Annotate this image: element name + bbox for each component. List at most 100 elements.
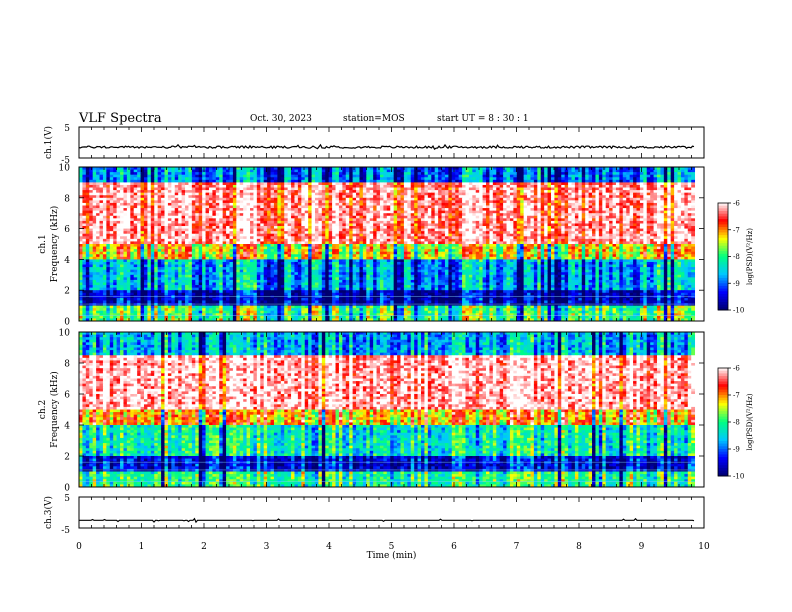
spectrogram-cell xyxy=(191,167,196,170)
spectrogram-cell xyxy=(349,184,354,188)
spectrogram-cell xyxy=(516,205,521,209)
spectrogram-cell xyxy=(297,190,302,194)
spectrogram-cell xyxy=(314,192,319,196)
spectrogram-cell xyxy=(670,202,675,206)
spectrogram-cell xyxy=(397,200,401,204)
spectrogram-cell xyxy=(653,184,658,188)
spectrogram-cell xyxy=(318,167,323,170)
spectrogram-cell xyxy=(99,177,104,181)
spectrogram-cell xyxy=(581,220,586,224)
spectrogram-cell xyxy=(574,205,579,209)
spectrogram-cell xyxy=(219,195,224,199)
spectrogram-cell xyxy=(291,174,295,178)
spectrogram-cell xyxy=(486,202,490,206)
spectrogram-cell xyxy=(250,213,254,217)
spectrogram-cell xyxy=(633,172,637,176)
spectrogram-cell xyxy=(390,231,395,235)
spectrogram-cell xyxy=(291,182,295,186)
spectrogram-cell xyxy=(198,231,203,235)
spectrogram-cell xyxy=(414,228,418,232)
spectrogram-cell xyxy=(321,200,326,204)
spectrogram-cell xyxy=(366,205,371,209)
spectrogram-cell xyxy=(123,169,128,173)
spectrogram-cell xyxy=(243,213,247,217)
spectrogram-cell xyxy=(311,231,316,235)
spectrogram-cell xyxy=(585,169,589,173)
spectrogram-cell xyxy=(270,233,275,237)
spectrogram-cell xyxy=(287,174,292,178)
spectrogram-cell xyxy=(147,197,152,201)
spectrogram-cell xyxy=(386,233,391,237)
spectrogram-cell xyxy=(96,208,100,212)
spectrogram-cell xyxy=(239,169,244,173)
spectrogram-cell xyxy=(349,226,354,229)
spectrogram-cell xyxy=(393,213,398,217)
spectrogram-cell xyxy=(222,205,227,209)
spectrogram-cell xyxy=(636,179,641,183)
spectrogram-cell xyxy=(267,184,271,188)
spectrogram-cell xyxy=(219,218,224,222)
spectrogram-cell xyxy=(191,190,196,194)
spectrogram-cell xyxy=(674,192,678,196)
spectrogram-cell xyxy=(79,182,83,186)
spectrogram-cell xyxy=(137,172,141,176)
spectrogram-cell xyxy=(557,172,562,176)
spectrogram-cell xyxy=(639,179,644,183)
spectrogram-cell xyxy=(523,202,528,206)
spectrogram-cell xyxy=(687,187,692,191)
spectrogram-cell xyxy=(663,228,668,232)
spectrogram-cell xyxy=(373,213,377,217)
spectrogram-cell xyxy=(232,184,237,188)
spectrogram-cell xyxy=(181,208,186,212)
spectrogram-cell xyxy=(359,228,364,232)
spectrogram-cell xyxy=(311,205,316,209)
spectrogram-cell xyxy=(503,167,507,170)
spectrogram-cell xyxy=(403,220,408,224)
spectrogram-cell xyxy=(691,169,696,173)
spectrogram-cell xyxy=(680,184,685,188)
spectrogram-cell xyxy=(639,220,644,224)
spectrogram-cell xyxy=(588,202,593,206)
spectrogram-cell xyxy=(325,195,330,199)
spectrogram-cell xyxy=(314,210,319,214)
spectrogram-cell xyxy=(557,179,562,183)
spectrogram-cell xyxy=(226,190,230,194)
spectrogram-cell xyxy=(403,190,408,194)
spectrogram-cell xyxy=(208,179,213,183)
spectrogram-cell xyxy=(308,231,312,235)
spectrogram-cell xyxy=(458,169,463,173)
spectrogram-cell xyxy=(568,184,572,188)
spectrogram-cell xyxy=(639,205,644,209)
spectrogram-cell xyxy=(687,233,692,237)
spectrogram-cell xyxy=(308,223,312,227)
spectrogram-cell xyxy=(99,215,104,219)
spectrogram-cell xyxy=(462,169,466,173)
spectrogram-cell xyxy=(684,182,689,186)
spectrogram-cell xyxy=(615,205,620,209)
spectrogram-cell xyxy=(397,228,401,232)
spectrogram-cell xyxy=(284,172,289,176)
spectrogram-cell xyxy=(345,172,350,176)
spectrogram-cell xyxy=(280,231,285,235)
spectrogram-cell xyxy=(280,202,285,206)
spectrogram-cell xyxy=(256,182,261,186)
spectrogram-cell xyxy=(455,174,460,178)
spectrogram-cell xyxy=(362,197,367,201)
spectrogram-cell xyxy=(646,195,651,199)
spectrogram-cell xyxy=(455,187,460,191)
spectrogram-cell xyxy=(427,169,432,173)
spectrogram-cell xyxy=(516,169,521,173)
spectrogram-cell xyxy=(383,197,388,201)
spectrogram-cell xyxy=(520,192,525,196)
spectrogram-cell xyxy=(273,174,278,178)
spectrogram-cell xyxy=(680,213,685,217)
spectrogram-cell xyxy=(527,205,531,209)
spectrogram-cell xyxy=(96,200,100,204)
spectrogram-cell xyxy=(533,226,538,229)
spectrogram-cell xyxy=(653,213,658,217)
spectrogram-cell xyxy=(362,187,367,191)
spectrogram-cell xyxy=(592,210,596,214)
spectrogram-cell xyxy=(212,231,217,235)
spectrogram-cell xyxy=(581,179,586,183)
spectrogram-cell xyxy=(178,233,182,237)
